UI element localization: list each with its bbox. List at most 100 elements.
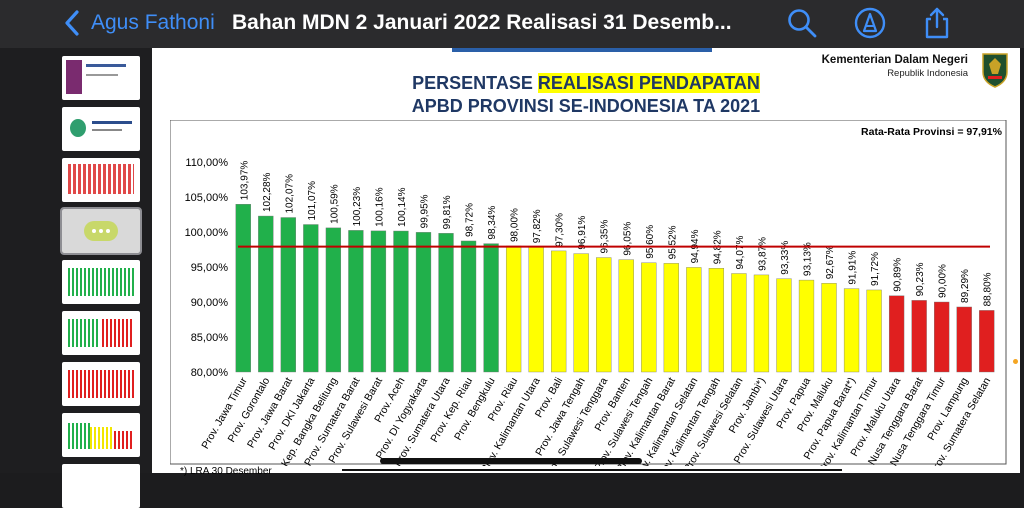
bar (888, 295, 905, 373)
bar (370, 230, 387, 373)
slide-thumbnail[interactable] (62, 158, 140, 202)
bar (528, 247, 544, 373)
value-label: 99,81% (442, 195, 453, 229)
value-label: 95,52% (667, 225, 678, 259)
bar (843, 288, 860, 373)
search-icon[interactable] (785, 6, 819, 40)
ministry-emblem-icon (982, 53, 1008, 88)
page-indicator-dot (1013, 359, 1018, 364)
value-label: 96,35% (600, 220, 611, 254)
slide-thumbnail[interactable] (62, 56, 140, 100)
bar (280, 217, 296, 373)
value-label: 102,28% (262, 172, 273, 212)
slide-thumbnail[interactable] (62, 260, 140, 304)
markup-pen-icon[interactable] (853, 6, 887, 40)
bar (258, 215, 274, 373)
horizontal-scrollbar[interactable] (380, 458, 642, 464)
value-label: 88,80% (983, 272, 994, 306)
y-tick-label: 100,00% (185, 227, 229, 239)
bar (596, 257, 612, 373)
value-label: 100,59% (329, 184, 340, 224)
back-chevron-icon[interactable] (62, 9, 82, 37)
value-label: 102,07% (284, 174, 295, 214)
bar (415, 232, 432, 373)
value-labels: 103,97% 102,28% 102,07% 101,07% 100,59% 100,2… (239, 161, 993, 307)
value-label: 92,67% (825, 245, 836, 279)
bar (393, 230, 409, 373)
footnote: *) LRA 30 Desember (180, 466, 272, 477)
value-label: 98,72% (465, 203, 476, 237)
bar (505, 245, 522, 373)
bar (821, 283, 837, 373)
bar (708, 268, 725, 373)
ministry-name: Kementerian Dalam Negeri (821, 54, 968, 66)
value-label: 100,14% (397, 187, 408, 227)
value-label: 90,23% (915, 262, 926, 296)
slide-thumbnail[interactable] (62, 311, 140, 355)
slide-thumbnail[interactable] (62, 107, 140, 151)
slide-thumbnail-current[interactable] (60, 207, 142, 255)
bar (551, 250, 567, 373)
slide-top-accent (452, 48, 712, 52)
value-label: 93,33% (780, 241, 791, 275)
value-label: 100,16% (374, 187, 385, 227)
slide-title: PERSENTASE REALISASI PENDAPATAN APBD PRO… (152, 72, 1020, 118)
bar (460, 240, 477, 373)
bar (663, 263, 679, 373)
bar (731, 273, 747, 373)
top-bar: Agus Fathoni Bahan MDN 2 Januari 2022 Re… (0, 0, 1024, 48)
value-label: 103,97% (239, 161, 250, 201)
value-label: 96,91% (577, 216, 588, 250)
y-axis: 80,00% 85,00% 90,00% 95,00% 100,00% 105,00% 11… (185, 157, 229, 379)
slide-thumbnail[interactable] (62, 464, 140, 508)
average-label: Rata-Rata Provinsi = 97,91% (861, 126, 1003, 138)
bar (618, 259, 634, 373)
y-tick-label: 90,00% (191, 297, 229, 309)
ministry-header: Kementerian Dalam Negeri Republik Indone… (822, 54, 968, 79)
back-button[interactable]: Agus Fathoni (91, 11, 215, 34)
slide-thumbnail[interactable] (62, 413, 140, 457)
y-tick-label: 85,00% (191, 332, 229, 344)
bar (911, 300, 927, 373)
slide-thumbnail[interactable] (62, 362, 140, 406)
bar (348, 230, 364, 373)
bar (956, 306, 972, 373)
value-label: 93,13% (803, 242, 814, 276)
bar (641, 262, 657, 373)
value-label: 90,00% (938, 264, 949, 298)
value-label: 93,87% (757, 237, 768, 271)
bar (235, 204, 251, 373)
slide-canvas: Kementerian Dalam Negeri Republik Indone… (152, 48, 1020, 477)
bar (798, 279, 815, 373)
value-label: 91,91% (848, 251, 859, 285)
y-tick-label: 80,00% (191, 367, 229, 379)
value-label: 95,60% (645, 225, 656, 259)
value-label: 96,05% (622, 222, 633, 256)
bar (866, 289, 882, 373)
value-label: 98,34% (487, 206, 498, 240)
bar (776, 278, 792, 373)
value-label: 90,89% (893, 258, 904, 292)
footer-rule (342, 469, 842, 471)
value-label: 99,95% (420, 194, 431, 228)
bar (573, 253, 589, 373)
bar (303, 224, 319, 373)
title-part1: PERSENTASE (412, 73, 538, 93)
y-tick-label: 95,00% (191, 262, 229, 274)
value-label: 101,07% (307, 181, 318, 221)
bar (438, 233, 454, 373)
share-icon[interactable] (920, 6, 954, 40)
thumbnail-sidebar (0, 48, 152, 508)
y-tick-label: 110,00% (185, 157, 228, 169)
bar (325, 227, 342, 373)
title-highlight: REALISASI PENDAPATAN (537, 73, 760, 93)
bar (686, 267, 702, 373)
document-title: Bahan MDN 2 Januari 2022 Realisasi 31 De… (232, 11, 732, 34)
bars (235, 204, 995, 373)
value-label: 89,29% (960, 269, 971, 303)
bar (934, 301, 950, 373)
value-label: 97,30% (555, 213, 566, 247)
value-label: 98,00% (510, 208, 521, 242)
title-line2: APBD PROVINSI SE-INDONESIA TA 2021 (411, 96, 761, 116)
value-label: 91,72% (870, 252, 881, 286)
